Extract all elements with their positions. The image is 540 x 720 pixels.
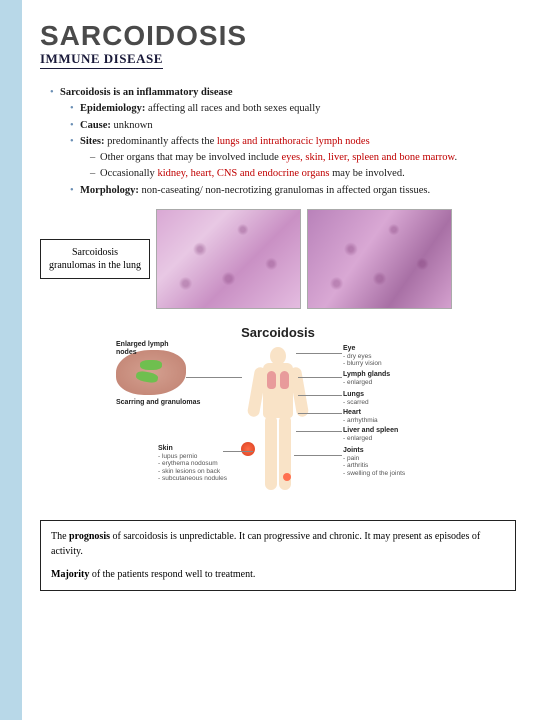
morph-text: non-caseating/ non-necrotizing granuloma… (139, 185, 430, 196)
prog-p1-pre: The (51, 531, 69, 542)
bullet-main: Sarcoidosis is an inflammatory disease (50, 85, 516, 101)
prog-p2-bold: Majority (51, 569, 89, 580)
label-eye-head: Eye (343, 345, 423, 353)
label-lungs-head: Lungs (343, 391, 423, 399)
left-accent-stripe (0, 0, 22, 720)
label-joints-sub: - pain - arthritis - swelling of the joi… (343, 455, 405, 477)
cause-label: Cause: (80, 120, 111, 131)
bullet-cause: Cause: unknown (70, 118, 516, 134)
label-eye-sub: - dry eyes - blurry vision (343, 353, 382, 367)
skin-lesion-marker (241, 442, 255, 456)
leader-lymphnode (186, 377, 242, 378)
epi-text: affecting all races and both sexes equal… (145, 103, 320, 114)
sites-sub1-post: . (454, 152, 457, 163)
label-liver-sub: - enlarged (343, 435, 372, 442)
leader-eye (296, 353, 342, 354)
slide-content: SARCOIDOSIS IMMUNE DISEASE Sarcoidosis i… (0, 0, 540, 603)
leader-lungs (298, 395, 342, 396)
bullet-sites: Sites: predominantly affects the lungs a… (70, 134, 516, 150)
morph-label: Morphology: (80, 185, 139, 196)
sites-sub1-red: eyes, skin, liver, spleen and bone marro… (281, 152, 454, 163)
hist-label-line1: Sarcoidosis (72, 247, 118, 258)
granuloma-blob-1 (140, 360, 162, 370)
body-diagram: Sarcoidosis Enlarged lymph nodes Scarrin… (98, 325, 458, 510)
histology-row: Sarcoidosis granulomas in the lung (40, 209, 516, 309)
leader-heart (298, 413, 342, 414)
prognosis-p2: Majority of the patients respond well to… (51, 567, 505, 582)
label-joints-head: Joints (343, 447, 428, 455)
histology-label-box: Sarcoidosis granulomas in the lung (40, 239, 150, 279)
bullet-main-text: Sarcoidosis is an inflammatory disease (60, 87, 232, 98)
granuloma-blob-2 (135, 370, 158, 384)
sites-sub2-post: may be involved. (329, 168, 404, 179)
label-heart-sub: - arrhythmia (343, 417, 378, 424)
bullet-sites-sub1: Other organs that may be involved includ… (90, 150, 516, 166)
label-skin-sub: - lupus pernio - erythema nodosum - skin… (158, 453, 227, 482)
sites-label: Sites: (80, 136, 105, 147)
label-liver-head: Liver and spleen (343, 427, 423, 435)
label-heart-head: Heart (343, 409, 423, 417)
lung-left (267, 371, 276, 389)
label-scarring: Scarring and granulomas (116, 399, 201, 407)
lung-right (280, 371, 289, 389)
sites-sub2-pre: Occasionally (100, 168, 157, 179)
joint-marker (283, 473, 291, 481)
label-lymphr-sub: - enlarged (343, 379, 372, 386)
sites-sub1-pre: Other organs that may be involved includ… (100, 152, 281, 163)
label-lungs-sub: - scarred (343, 399, 369, 406)
label-eye: Eye- dry eyes - blurry vision (343, 345, 423, 368)
label-liver-spleen: Liver and spleen- enlarged (343, 427, 423, 443)
page-subtitle: IMMUNE DISEASE (40, 51, 163, 69)
epi-label: Epidemiology: (80, 103, 145, 114)
prognosis-box: The prognosis of sarcoidosis is unpredic… (40, 520, 516, 591)
label-scarring-head: Scarring and granulomas (116, 399, 201, 407)
lungs-icon (267, 371, 289, 391)
histology-image-1 (156, 209, 301, 309)
label-lymphr-head: Lymph glands (343, 371, 423, 379)
prog-p1-bold: prognosis (69, 531, 110, 542)
sites-text-pre: predominantly affects the (105, 136, 217, 147)
hist-label-line2: granulomas in the lung (49, 260, 141, 271)
bullet-morphology: Morphology: non-caseating/ non-necrotizi… (70, 183, 516, 199)
label-heart: Heart- arrhythmia (343, 409, 423, 425)
leader-lymphglands (298, 377, 342, 378)
leader-liver (296, 431, 342, 432)
body-leg-left (265, 415, 277, 490)
sites-text-red: lungs and intrathoracic lymph nodes (217, 136, 370, 147)
diagram-title: Sarcoidosis (98, 325, 458, 340)
bullet-list: Sarcoidosis is an inflammatory disease E… (40, 85, 516, 199)
sites-sub2-red: kidney, heart, CNS and endocrine organs (157, 168, 329, 179)
leader-joints (294, 455, 342, 456)
label-lymph-head: Enlarged lymph nodes (116, 341, 191, 357)
label-enlarged-lymph: Enlarged lymph nodes (116, 341, 191, 357)
page-title: SARCOIDOSIS (40, 22, 516, 50)
label-lymph-glands: Lymph glands- enlarged (343, 371, 423, 387)
bullet-epidemiology: Epidemiology: affecting all races and bo… (70, 101, 516, 117)
prog-p2-post: of the patients respond well to treatmen… (89, 569, 255, 580)
prog-p1-post: of sarcoidosis is unpredictable. It can … (51, 531, 480, 557)
label-joints: Joints- pain - arthritis - swelling of t… (343, 447, 428, 477)
prognosis-p1: The prognosis of sarcoidosis is unpredic… (51, 529, 505, 559)
leader-skin (223, 451, 253, 452)
human-body-figure (243, 347, 313, 502)
histology-image-2 (307, 209, 452, 309)
bullet-sites-sub2: Occasionally kidney, heart, CNS and endo… (90, 166, 516, 182)
cause-text: unknown (111, 120, 153, 131)
label-lungs: Lungs- scarred (343, 391, 423, 407)
